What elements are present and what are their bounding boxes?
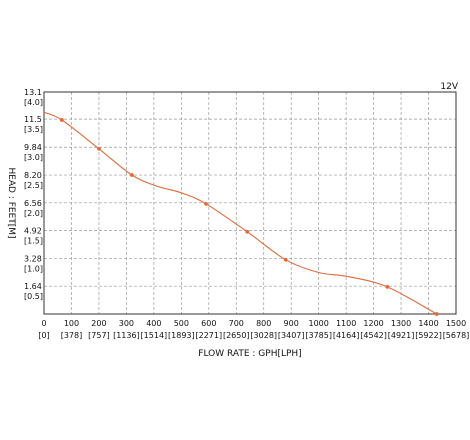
- y-tick-label: 6.56: [24, 199, 42, 208]
- x-tick-sublabel: [5922]: [415, 331, 442, 340]
- series-point: [283, 257, 288, 262]
- y-tick-sublabel: [2.0]: [24, 209, 43, 218]
- x-tick-sublabel: [378]: [61, 331, 83, 340]
- x-tick-label: 0: [41, 319, 46, 328]
- x-tick-label: 1400: [418, 319, 438, 328]
- x-tick-sublabel: [5678]: [443, 331, 470, 340]
- series-point: [245, 229, 250, 234]
- x-axis-ticks: 0 [0] 100 [378] 200 [757] 300 [1136] 400 [1514] 50…: [38, 319, 469, 340]
- x-tick-sublabel: [2271]: [195, 331, 222, 340]
- series-point: [129, 173, 134, 177]
- y-axis-ticks: 1.64[0.5] 3.28[1.0] 4.92[1.5] 6.56[2.0] 8.20…: [24, 88, 43, 301]
- y-tick-label: 8.20: [24, 171, 42, 180]
- x-tick-label: 200: [91, 319, 106, 328]
- y-tick-sublabel: [0.5]: [24, 292, 43, 301]
- x-tick-sublabel: [1893]: [168, 331, 195, 340]
- x-tick-label: 1100: [336, 319, 356, 328]
- x-tick-sublabel: [3028]: [250, 331, 277, 340]
- x-tick-label: 1500: [446, 319, 466, 328]
- x-tick-label: 300: [119, 319, 134, 328]
- x-tick-label: 800: [256, 319, 271, 328]
- x-tick-label: 400: [146, 319, 161, 328]
- y-tick-sublabel: [1.0]: [24, 264, 43, 273]
- x-tick-sublabel: [2650]: [223, 331, 250, 340]
- x-tick-sublabel: [4164]: [333, 331, 360, 340]
- x-tick-sublabel: [0]: [38, 331, 49, 340]
- x-tick-sublabel: [757]: [88, 331, 110, 340]
- x-tick-sublabel: [3785]: [305, 331, 332, 340]
- series-line: [43, 111, 438, 315]
- y-tick-label: 1.64: [24, 282, 42, 291]
- y-tick-label: 11.5: [24, 115, 42, 124]
- series-point: [59, 118, 64, 122]
- x-tick-label: 500: [174, 319, 189, 328]
- x-tick-sublabel: [3407]: [278, 331, 305, 340]
- x-tick-label: 1200: [363, 319, 383, 328]
- series-layer: [43, 111, 439, 316]
- series-point: [385, 284, 390, 289]
- y-tick-label: 3.28: [24, 254, 42, 263]
- plot-area-frame: [43, 91, 457, 315]
- y-tick-sublabel: [2.5]: [24, 181, 43, 190]
- y-tick-sublabel: [4.0]: [24, 98, 43, 107]
- y-tick-sublabel: [3.5]: [24, 125, 43, 134]
- x-tick-label: 700: [229, 319, 244, 328]
- y-tick-sublabel: [3.0]: [24, 153, 43, 162]
- x-tick-sublabel: [4542]: [360, 331, 387, 340]
- series-point: [97, 146, 101, 151]
- x-tick-sublabel: [4921]: [388, 331, 415, 340]
- x-tick-label: 1300: [391, 319, 411, 328]
- y-axis-title: HEAD : FEET[M]: [6, 167, 16, 238]
- y-tick-sublabel: [1.5]: [24, 237, 43, 246]
- series-point: [434, 312, 439, 316]
- voltage-annotation: 12V: [440, 82, 458, 92]
- x-tick-label: 900: [284, 319, 299, 328]
- x-tick-label: 100: [64, 319, 79, 328]
- y-tick-label: 4.92: [24, 227, 42, 236]
- series-point: [204, 201, 208, 206]
- x-tick-label: 600: [201, 319, 216, 328]
- x-tick-label: 1000: [308, 319, 328, 328]
- y-tick-label: 9.84: [24, 143, 42, 152]
- x-tick-sublabel: [1514]: [141, 331, 168, 340]
- y-tick-label: 13.1: [24, 88, 42, 97]
- grid-lines: [44, 92, 456, 314]
- x-tick-sublabel: [1136]: [113, 331, 140, 340]
- x-axis-title: FLOW RATE : GPH[LPH]: [198, 349, 301, 359]
